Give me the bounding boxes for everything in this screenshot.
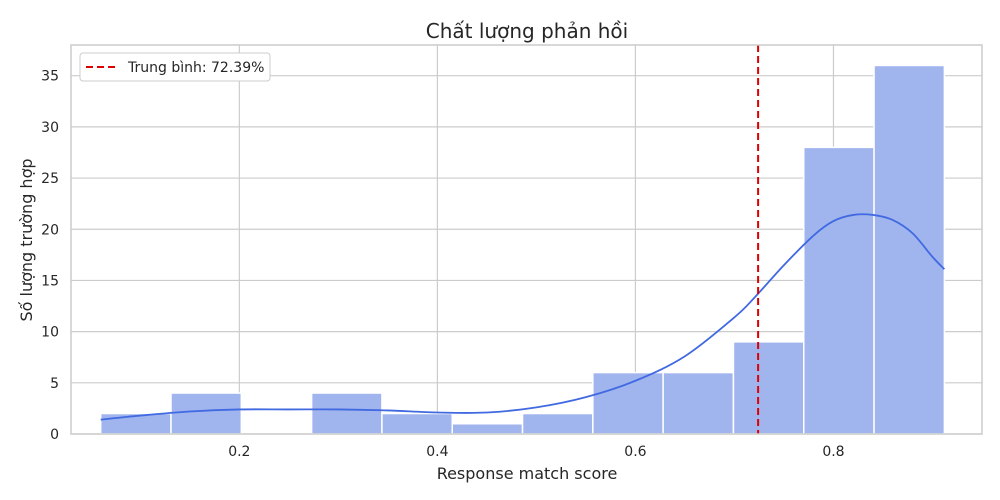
legend-mean-label: Trung bình: 72.39%: [127, 60, 264, 76]
histogram-bar: [803, 146, 875, 435]
y-tick-labels: 0 5 10 15 20 25 30 35: [41, 69, 59, 443]
y-tick-label: 15: [41, 273, 59, 289]
y-axis-title: Số lượng trường hợp: [17, 158, 36, 321]
x-tick-labels: 0.2 0.4 0.6 0.8: [228, 444, 844, 460]
y-tick-label: 20: [41, 222, 59, 238]
histogram-bar: [592, 371, 664, 435]
histogram-bar: [170, 392, 243, 435]
legend: Trung bình: 72.39%: [79, 52, 271, 82]
y-tick-label: 30: [41, 120, 59, 136]
y-tick-label: 25: [41, 171, 59, 187]
histogram-bars: [99, 64, 946, 435]
plot-border: [70, 44, 983, 435]
x-tick-label: 0.4: [426, 444, 448, 460]
histogram-bar: [732, 341, 805, 435]
histogram-bar: [873, 64, 946, 435]
kde-curve: [100, 213, 946, 421]
histogram-bar: [521, 412, 594, 435]
x-axis-title: Response match score: [437, 464, 618, 483]
x-tick-label: 0.8: [822, 444, 844, 460]
x-tick-label: 0.6: [624, 444, 646, 460]
legend-box: [79, 52, 271, 82]
chart-title: Chất lượng phản hồi: [426, 19, 628, 43]
y-tick-label: 35: [41, 69, 59, 85]
x-tick-label: 0.2: [228, 444, 250, 460]
histogram-bar: [381, 412, 453, 435]
histogram-bar: [310, 392, 383, 435]
y-tick-label: 0: [50, 427, 59, 443]
histogram-bar: [451, 423, 524, 435]
y-tick-label: 10: [41, 325, 59, 341]
y-tick-label: 5: [50, 376, 59, 392]
histogram-bar: [662, 371, 735, 435]
plot-frame: [70, 44, 983, 435]
kde-curve-group: [100, 213, 946, 421]
